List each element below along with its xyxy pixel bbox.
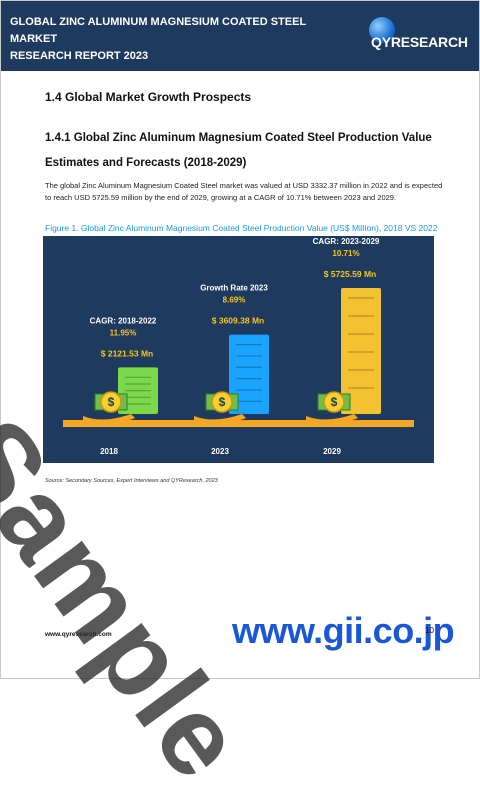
dollar-coin-icon	[211, 391, 233, 413]
dollar-coin-icon	[100, 391, 122, 413]
dollar-sign: $	[331, 395, 338, 409]
baseline-bar	[63, 420, 414, 427]
dollar-sign: $	[219, 395, 226, 409]
dollar-coin-icon	[323, 391, 345, 413]
annotation-rate: 8.69%	[223, 296, 246, 305]
report-title-line1: GLOBAL ZINC ALUMINUM MAGNESIUM COATED ST…	[10, 16, 306, 45]
footer-url: www.qyresearch.com	[45, 631, 112, 638]
annotation-value: $ 5725.59 Mn	[324, 269, 376, 279]
x-tick-label: 2018	[100, 447, 118, 456]
x-tick-label: 2023	[211, 447, 229, 456]
annotation-rate: 10.71%	[332, 249, 359, 258]
hand-icon	[194, 414, 246, 426]
annotation-label: CAGR: 2018-2022	[90, 316, 157, 325]
report-header: GLOBAL ZINC ALUMINUM MAGNESIUM COATED ST…	[1, 1, 479, 71]
section-heading: 1.4 Global Market Growth Prospects	[45, 90, 252, 104]
qyresearch-logo: QYRESEARCH	[361, 15, 468, 57]
annotation-label: CAGR: 2023-2029	[313, 237, 380, 246]
globe-icon	[369, 17, 395, 43]
annotation-label: Growth Rate 2023	[200, 284, 268, 293]
report-title-line2: RESEARCH REPORT 2023	[10, 50, 149, 62]
source-note: Source: Secondary Sources, Expert Interv…	[45, 478, 218, 484]
growth-chart: $ CAGR: 2018-2022 11.95% $ 2121.53 Mn 2018 $ G…	[43, 236, 434, 463]
body-paragraph: The global Zinc Aluminum Magnesium Coate…	[45, 181, 443, 202]
annotation-value: $ 2121.53 Mn	[101, 348, 153, 358]
report-title: GLOBAL ZINC ALUMINUM MAGNESIUM COATED ST…	[10, 14, 340, 65]
bar-2018	[118, 367, 158, 414]
bar-2029	[341, 288, 381, 414]
bar-2023	[229, 334, 269, 414]
page-number: 10	[425, 626, 434, 635]
x-tick-label: 2029	[323, 447, 341, 456]
logo-text: QYRESEARCH	[371, 34, 468, 50]
subsection-heading: 1.4.1 Global Zinc Aluminum Magnesium Coa…	[45, 132, 432, 169]
gii-watermark: www.gii.co.jp	[232, 610, 455, 651]
hand-icon	[83, 414, 135, 426]
dollar-sign: $	[108, 395, 115, 409]
chart-svg: $ CAGR: 2018-2022 11.95% $ 2121.53 Mn 2018 $ G…	[63, 237, 414, 456]
annotation-rate: 11.95%	[110, 328, 137, 337]
annotation-value: $ 3609.38 Mn	[212, 316, 264, 326]
hand-icon	[306, 414, 358, 426]
